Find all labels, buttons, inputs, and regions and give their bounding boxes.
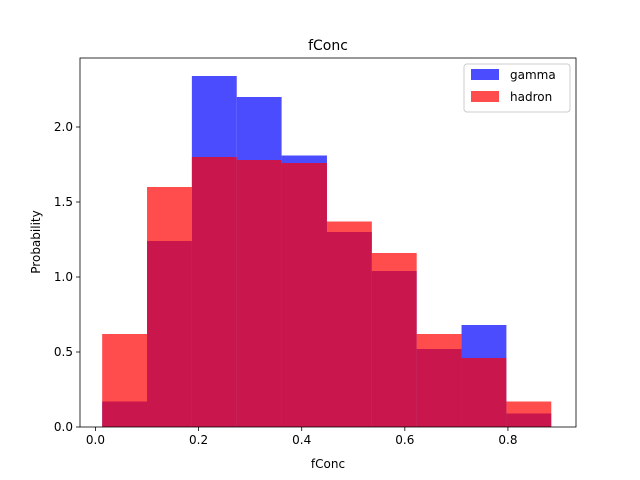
x-axis: 0.0 0.2 0.4 0.6 0.8 — [86, 427, 517, 447]
bar-hadron-6 — [371, 253, 417, 427]
legend-swatch-hadron — [471, 91, 499, 102]
bar-hadron-3 — [236, 160, 282, 427]
x-tick-label: 0.6 — [395, 433, 414, 447]
bar-hadron-4 — [281, 163, 327, 427]
legend-label-hadron: hadron — [510, 90, 552, 104]
y-tick-label: 0.0 — [54, 420, 73, 434]
plot-frame — [79, 57, 577, 428]
bar-hadron-5 — [326, 221, 372, 427]
x-tick-label: 0.2 — [189, 433, 208, 447]
bar-hadron-0 — [102, 334, 148, 427]
y-tick-label: 1.0 — [54, 270, 73, 284]
legend-label-gamma: gamma — [510, 68, 556, 82]
legend-swatch-gamma — [471, 69, 499, 80]
x-tick-label: 0.4 — [292, 433, 311, 447]
bar-hadron-7 — [416, 334, 462, 427]
bar-hadron-1 — [147, 187, 192, 427]
legend: gamma hadron — [463, 63, 571, 113]
y-tick-label: 1.5 — [54, 195, 73, 209]
x-tick-label: 0.0 — [86, 433, 105, 447]
bar-hadron-9 — [506, 401, 552, 427]
x-axis-label: fConc — [311, 457, 345, 471]
series-hadron — [102, 157, 552, 427]
x-tick-label: 0.8 — [498, 433, 517, 447]
bars-layer — [102, 76, 552, 427]
y-tick-label: 2.0 — [54, 120, 73, 134]
y-axis: 0.0 0.5 1.0 1.5 2.0 — [54, 120, 80, 434]
chart-title: fConc — [308, 38, 348, 54]
bar-hadron-2 — [191, 157, 237, 427]
bar-hadron-8 — [461, 358, 507, 427]
y-axis-label: Probability — [29, 210, 43, 273]
y-tick-label: 0.5 — [54, 345, 73, 359]
